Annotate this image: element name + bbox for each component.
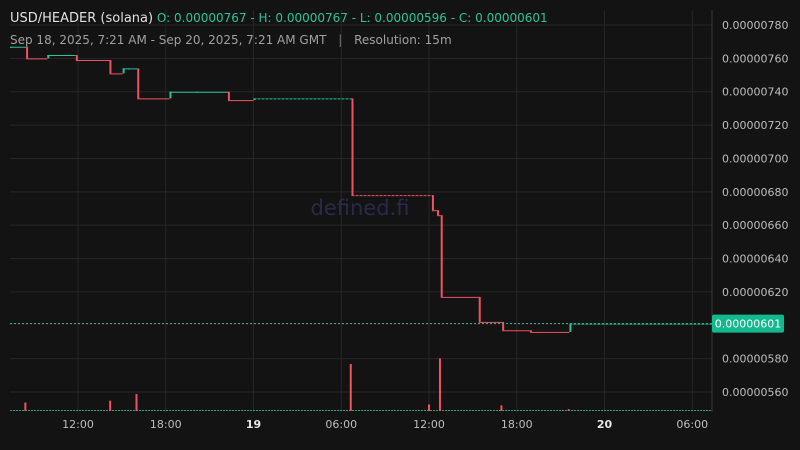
chart-grid bbox=[10, 10, 713, 412]
volume-bar bbox=[24, 402, 27, 411]
time-tick-label: 18:00 bbox=[150, 418, 182, 431]
candle-body bbox=[75, 55, 78, 61]
time-tick-label: 19 bbox=[246, 418, 261, 431]
time-axis: 12:00 18:00 19 06:00 12:00 18:00 20 06:00 bbox=[62, 418, 708, 431]
volume-bar bbox=[438, 358, 441, 411]
candle-body bbox=[227, 91, 230, 101]
watermark: defined.fi bbox=[311, 196, 410, 220]
volume-bar bbox=[500, 405, 503, 411]
time-tick-label: 12:00 bbox=[413, 418, 445, 431]
separator: | bbox=[338, 33, 343, 47]
price-tick-label: 0.00000700 bbox=[722, 152, 788, 165]
last-price-badge-label: 0.00000601 bbox=[715, 318, 781, 331]
candle-body bbox=[569, 323, 572, 332]
candle-body bbox=[351, 98, 354, 196]
symbol-label: USD/HEADER (solana) bbox=[10, 11, 154, 26]
candle-body bbox=[169, 91, 172, 99]
price-tick-label: 0.00000640 bbox=[722, 253, 788, 266]
candle-body bbox=[431, 195, 434, 211]
last-price-line: 0.00000601 bbox=[10, 314, 784, 333]
price-tick-label: 0.00000680 bbox=[722, 186, 788, 199]
volume-bar bbox=[135, 394, 138, 411]
volume-bar bbox=[109, 400, 112, 411]
candles bbox=[10, 46, 712, 333]
chart-subheader: Sep 18, 2025, 7:21 AM - Sep 20, 2025, 7:… bbox=[10, 33, 452, 47]
resolution-label: Resolution: 15m bbox=[354, 33, 452, 47]
candle-body bbox=[502, 321, 505, 331]
candle-body bbox=[122, 68, 125, 74]
ohlc-label: O: 0.00000767 - H: 0.00000767 - L: 0.000… bbox=[156, 11, 548, 25]
date-range-label: Sep 18, 2025, 7:21 AM - Sep 20, 2025, 7:… bbox=[10, 33, 327, 47]
candle-body bbox=[440, 215, 443, 297]
price-tick-label: 0.00000620 bbox=[722, 286, 788, 299]
candle-body bbox=[478, 296, 481, 322]
candle-body bbox=[529, 330, 532, 332]
candle-body bbox=[437, 210, 440, 216]
price-tick-label: 0.00000720 bbox=[722, 119, 788, 132]
candle-body bbox=[26, 46, 29, 59]
price-tick-label: 0.00000580 bbox=[722, 353, 788, 366]
price-tick-label: 0.00000760 bbox=[722, 52, 788, 65]
price-axis: 0.00000560 0.00000580 0.00000620 0.00000640… bbox=[722, 19, 788, 399]
volume-bar bbox=[567, 409, 570, 411]
candle-body bbox=[137, 68, 140, 99]
candle-body bbox=[47, 55, 50, 59]
candle-body bbox=[109, 60, 112, 74]
time-tick-label: 06:00 bbox=[325, 418, 357, 431]
price-tick-label: 0.00000660 bbox=[722, 219, 788, 232]
time-tick-label: 12:00 bbox=[62, 418, 94, 431]
volume-bars bbox=[10, 358, 712, 411]
last-price-badge bbox=[712, 314, 784, 333]
price-tick-label: 0.00000560 bbox=[722, 386, 788, 399]
price-tick-label: 0.00000740 bbox=[722, 86, 788, 99]
time-tick-label: 06:00 bbox=[676, 418, 708, 431]
volume-bar bbox=[349, 364, 352, 411]
time-tick-label: 20 bbox=[597, 418, 613, 431]
chart-header: USD/HEADER (solana) O: 0.00000767 - H: 0… bbox=[10, 11, 548, 26]
time-tick-label: 18:00 bbox=[501, 418, 533, 431]
volume-bar bbox=[428, 404, 431, 411]
price-tick-label: 0.00000780 bbox=[722, 19, 788, 32]
